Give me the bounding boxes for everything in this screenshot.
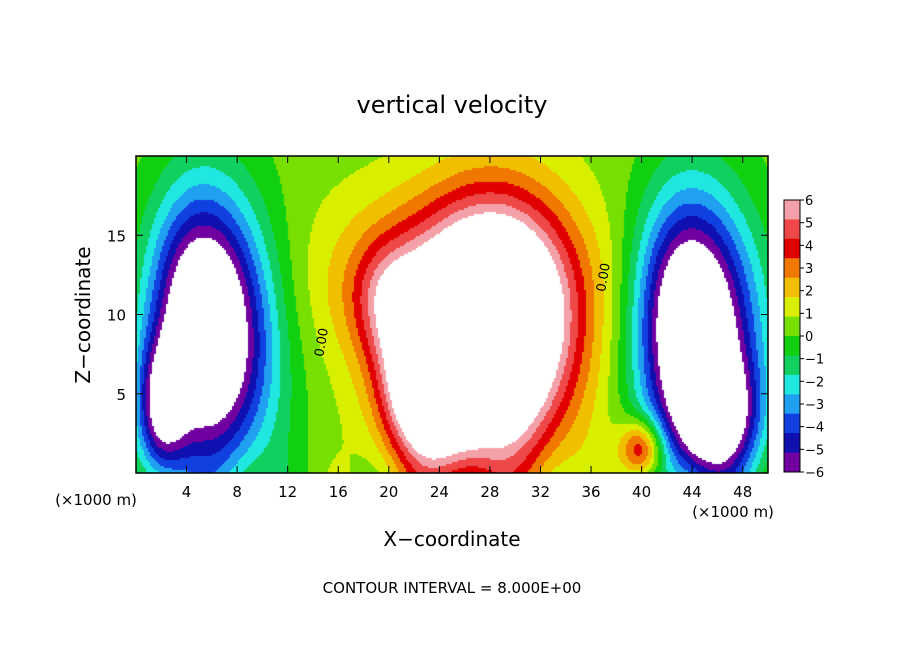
y-tick-label: 10 <box>107 307 126 325</box>
x-tick-label: 20 <box>379 483 398 501</box>
x-tick-label: 8 <box>232 483 242 501</box>
colorbar-swatch <box>784 452 800 473</box>
colorbar-tick-label: −5 <box>805 443 824 458</box>
colorbar-tick-label: −3 <box>805 398 824 413</box>
colorbar-tick-label: −4 <box>805 421 824 436</box>
colorbar-swatch <box>784 258 800 279</box>
colorbar-swatch <box>784 355 800 376</box>
x-tick-label: 16 <box>329 483 348 501</box>
colorbar-tick-label: 5 <box>805 217 813 232</box>
x-unit-right: (×1000 m) <box>692 503 774 521</box>
colorbar-tick-label: 0 <box>805 330 813 345</box>
colorbar-swatch <box>784 219 800 240</box>
contour-interval-note: CONTOUR INTERVAL = 8.000E+00 <box>323 579 582 597</box>
colorbar-tick-label: 3 <box>805 262 813 277</box>
colorbar: 6 5 4 3 2 1 0 −1 −2 −3 −4 −5 −6 <box>783 194 824 481</box>
contour-label-0: 0.00 <box>312 327 332 358</box>
colorbar-swatch <box>784 374 800 395</box>
colorbar-swatch <box>784 316 800 337</box>
heatmap-field <box>136 156 768 473</box>
x-tick-label: 28 <box>480 483 499 501</box>
colorbar-tick-label: −6 <box>805 466 824 481</box>
y-axis-label: Z−coordinate <box>71 246 95 383</box>
x-tick-label: 36 <box>581 483 600 501</box>
x-unit-left: (×1000 m) <box>55 491 137 509</box>
chart-title: vertical velocity <box>357 91 548 119</box>
y-tick-label: 5 <box>116 386 126 404</box>
x-axis-label: X−coordinate <box>383 527 520 551</box>
x-tick-label: 4 <box>182 483 192 501</box>
colorbar-swatch <box>784 413 800 434</box>
colorbar-swatch <box>784 238 800 259</box>
colorbar-swatch <box>784 336 800 356</box>
x-tick-label: 48 <box>733 483 752 501</box>
colorbar-swatch <box>784 200 800 220</box>
colorbar-swatch <box>784 394 800 415</box>
x-axis: 4 8 12 16 20 24 28 32 36 40 44 48 <box>182 156 752 501</box>
colorbar-tick-label: 4 <box>805 239 813 254</box>
colorbar-tick-label: 2 <box>805 285 813 300</box>
contour-label-1: 0.00 <box>594 262 614 293</box>
colorbar-swatch <box>784 433 800 454</box>
x-tick-label: 44 <box>683 483 702 501</box>
x-tick-label: 40 <box>632 483 651 501</box>
colorbar-tick-label: −1 <box>805 353 824 368</box>
x-tick-label: 32 <box>531 483 550 501</box>
colorbar-swatch <box>784 297 800 318</box>
x-tick-label: 24 <box>430 483 449 501</box>
y-axis: 5 10 15 <box>107 227 768 404</box>
colorbar-tick-label: 6 <box>805 194 813 209</box>
zero-contours: 0.00 0.00 <box>312 262 614 358</box>
colorbar-swatch <box>784 277 800 298</box>
colorbar-tick-label: 1 <box>805 307 813 322</box>
colorbar-tick-label: −2 <box>805 375 824 390</box>
x-tick-label: 12 <box>278 483 297 501</box>
y-tick-label: 15 <box>107 227 126 245</box>
